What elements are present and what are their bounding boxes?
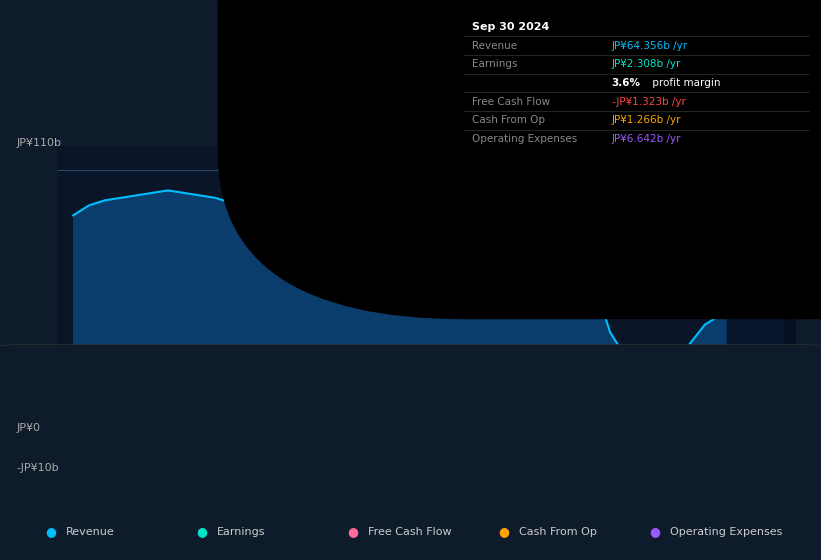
Text: JP¥64.356b /yr: JP¥64.356b /yr <box>612 41 688 51</box>
Text: Cash From Op: Cash From Op <box>472 115 545 125</box>
Text: ●: ● <box>45 525 56 539</box>
Text: -JP¥1.323b /yr: -JP¥1.323b /yr <box>612 97 686 107</box>
Text: Revenue: Revenue <box>472 41 517 51</box>
Text: Earnings: Earnings <box>472 59 517 69</box>
Text: ●: ● <box>649 525 660 539</box>
Text: ●: ● <box>498 525 509 539</box>
Text: ●: ● <box>347 525 358 539</box>
Text: JP¥110b: JP¥110b <box>16 138 62 148</box>
Text: JP¥1.266b /yr: JP¥1.266b /yr <box>612 115 681 125</box>
Bar <box>727 146 796 482</box>
Text: Operating Expenses: Operating Expenses <box>472 134 577 144</box>
Text: Cash From Op: Cash From Op <box>519 527 597 537</box>
Text: JP¥0: JP¥0 <box>16 423 40 433</box>
Text: Operating Expenses: Operating Expenses <box>670 527 782 537</box>
Text: profit margin: profit margin <box>649 78 720 88</box>
Text: JP¥2.308b /yr: JP¥2.308b /yr <box>612 59 681 69</box>
Text: Free Cash Flow: Free Cash Flow <box>368 527 452 537</box>
Text: Revenue: Revenue <box>66 527 114 537</box>
Text: 3.6%: 3.6% <box>612 78 640 88</box>
Text: JP¥6.642b /yr: JP¥6.642b /yr <box>612 134 681 144</box>
Text: ●: ● <box>196 525 207 539</box>
Text: Sep 30 2024: Sep 30 2024 <box>472 22 549 32</box>
Text: -JP¥10b: -JP¥10b <box>16 463 59 473</box>
Text: Earnings: Earnings <box>217 527 265 537</box>
Text: Free Cash Flow: Free Cash Flow <box>472 97 550 107</box>
